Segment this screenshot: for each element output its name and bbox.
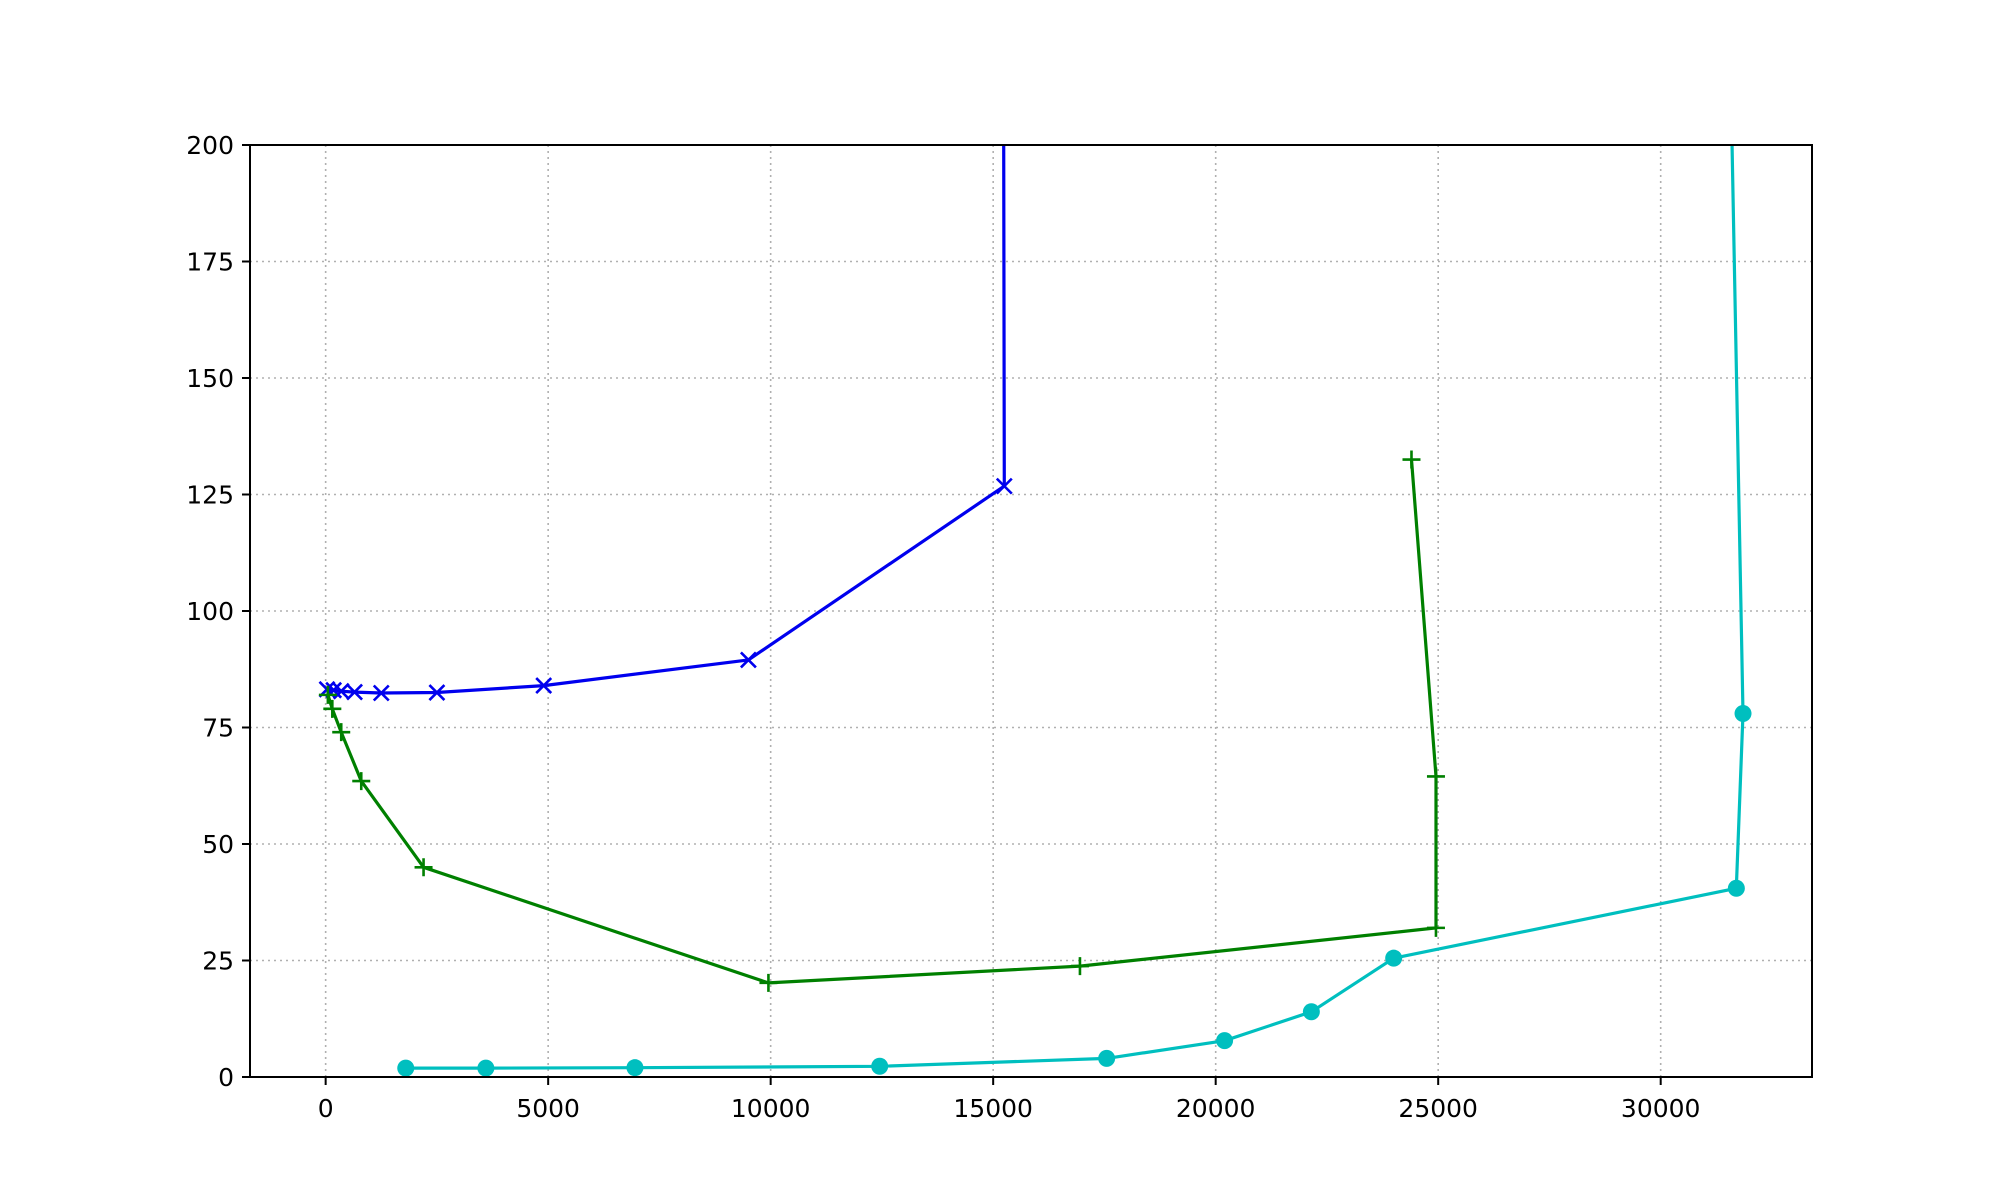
series-2 [318,450,1445,992]
data-point [428,684,446,701]
data-point [535,677,553,694]
y-tick-label: 75 [202,714,234,743]
y-tick-label: 0 [218,1063,234,1092]
series-3 [397,145,1752,1077]
y-tick-label: 125 [186,481,234,510]
x-tick-label: 30000 [1621,1094,1701,1123]
data-point [1727,879,1745,897]
data-point [323,699,342,718]
x-tick-label: 20000 [1176,1094,1256,1123]
data-point [477,1059,495,1077]
y-tick-label: 50 [202,830,234,859]
data-point [346,683,363,701]
x-tick-label: 5000 [516,1094,580,1123]
data-point [1426,767,1445,786]
y-tick-label: 100 [186,597,234,626]
data-point [871,1057,889,1075]
y-tick-label: 150 [186,364,234,393]
x-tick-label: 25000 [1398,1094,1478,1123]
data-point [1302,1003,1320,1021]
data-point [372,684,390,702]
series-1-line [326,145,1006,695]
data-point [1070,957,1089,976]
data-point [626,1059,644,1077]
data-point [332,723,351,742]
data-point [352,772,371,791]
data-point [995,477,1013,495]
data-point [1216,1032,1234,1050]
x-tick-label: 10000 [731,1094,811,1123]
data-point [759,973,778,992]
y-tick-label: 200 [186,131,234,160]
data-point [1385,949,1403,967]
data-point [414,858,433,877]
x-axis: 0 5000 10000 15000 20000 25000 30000 [318,1077,1701,1123]
series-layer [318,145,1752,1077]
x-tick-label: 15000 [953,1094,1033,1123]
data-point [1098,1049,1116,1067]
data-point [1734,705,1752,723]
data-point [318,685,337,704]
series-1 [318,145,1013,702]
data-point [1426,918,1445,937]
x-tick-label: 0 [318,1094,334,1123]
data-point [739,651,757,669]
data-point [397,1059,415,1077]
y-tick-label: 25 [202,947,234,976]
y-axis: 0 25 50 75 100 125 150 175 200 [186,131,250,1092]
y-tick-label: 175 [186,248,234,277]
series-2-line [326,459,1438,985]
data-point [1402,450,1421,469]
